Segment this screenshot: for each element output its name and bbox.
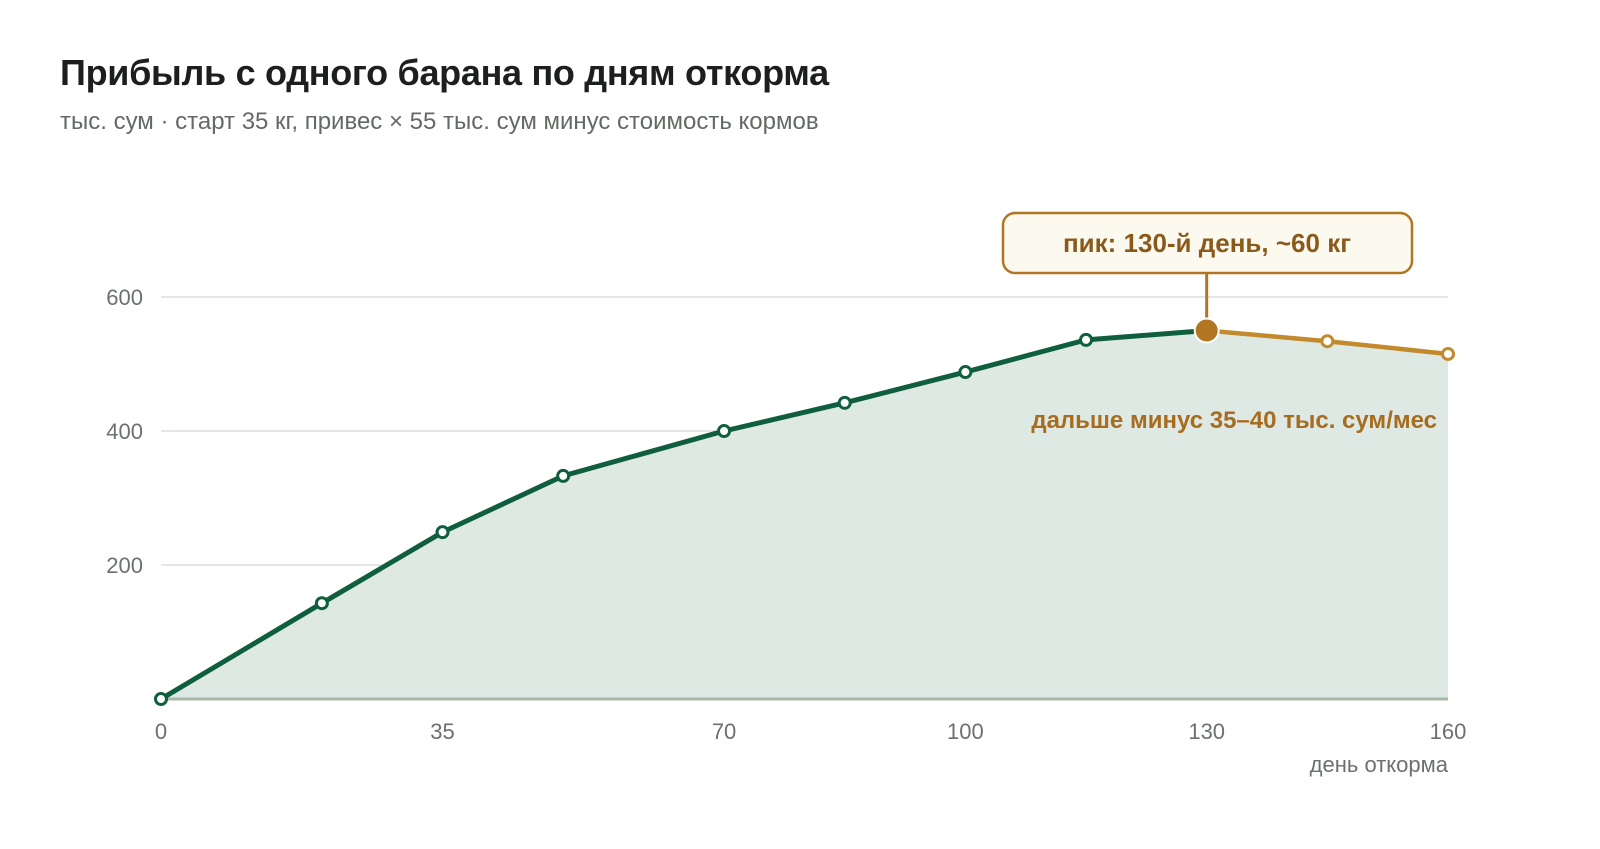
x-tick-label: 35: [430, 719, 454, 744]
y-tick-label: 400: [106, 419, 143, 444]
chart-subtitle: тыс. сум · старт 35 кг, привес × 55 тыс.…: [60, 108, 819, 135]
y-tick-label: 600: [106, 285, 143, 310]
y-tick-labels: 200 400 600: [106, 285, 143, 578]
x-tick-label: 70: [712, 719, 736, 744]
data-point: [314, 596, 329, 611]
x-tick-label: 160: [1430, 719, 1467, 744]
data-point: [1079, 332, 1094, 347]
data-points: [154, 317, 1455, 706]
data-point: [958, 365, 973, 380]
y-tick-label: 200: [106, 553, 143, 578]
data-point: [435, 525, 450, 540]
peak-callout-box: [1001, 211, 1414, 275]
decline-annotation: дальше минус 35–40 тыс. сум/мес: [1031, 407, 1437, 434]
data-point: [717, 424, 732, 438]
data-point: [556, 468, 571, 483]
x-tick-label: 0: [155, 719, 167, 744]
x-tick-label: 130: [1188, 719, 1225, 744]
data-point: [1320, 334, 1335, 349]
peak-callout-text: пик: 130-й день, ~60 кг: [1063, 228, 1351, 258]
chart-title: Прибыль с одного барана по дням откорма: [60, 52, 829, 93]
area-fill: [161, 330, 1448, 699]
data-point: [154, 692, 168, 706]
peak-point: [1193, 317, 1220, 344]
x-tick-labels: 0 35 70 100 130 160: [155, 719, 1466, 744]
data-point: [837, 395, 852, 410]
x-tick-label: 100: [947, 719, 984, 744]
data-point: [1441, 346, 1455, 361]
x-axis-label: день откорма: [1310, 752, 1449, 777]
